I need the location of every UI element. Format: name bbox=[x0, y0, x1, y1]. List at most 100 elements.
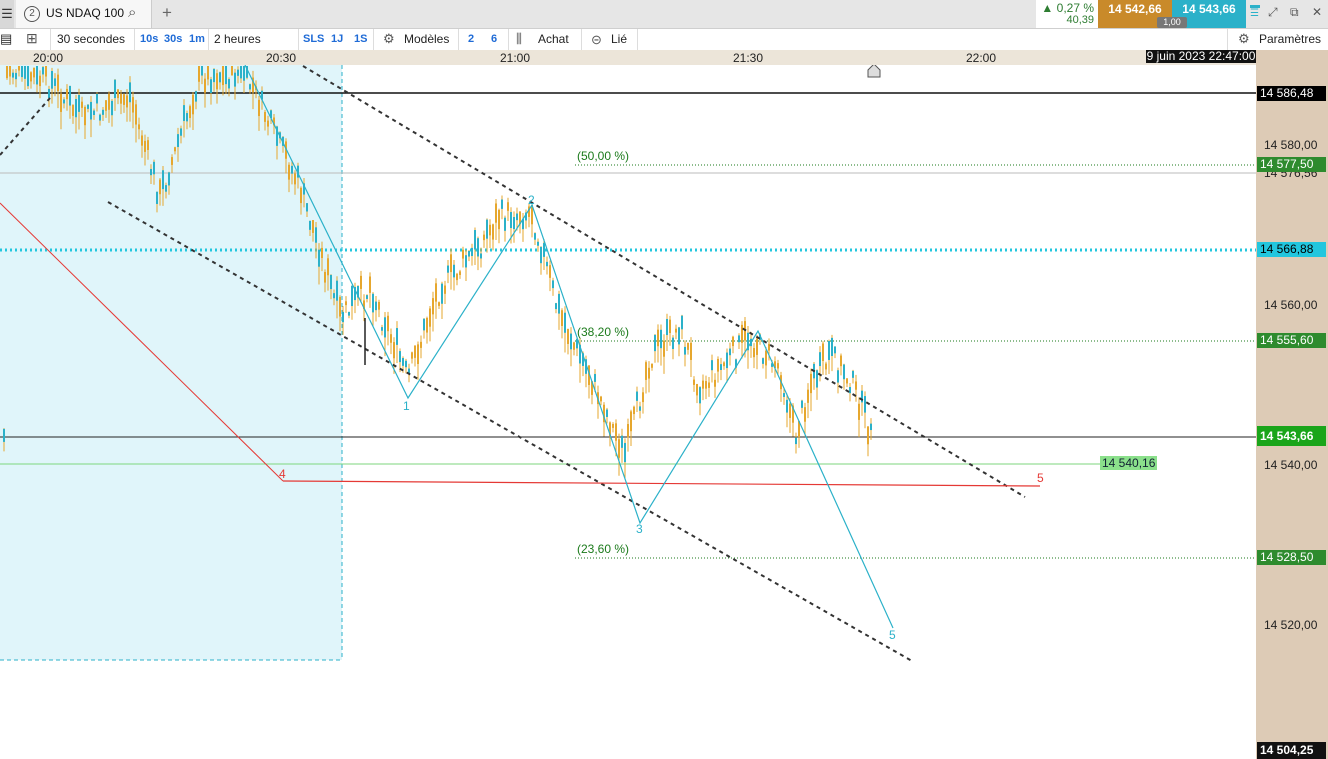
candle-body bbox=[825, 363, 827, 370]
candle-body bbox=[264, 112, 266, 122]
candle-body bbox=[276, 126, 278, 146]
price-chart[interactable] bbox=[0, 65, 1256, 759]
candle-body bbox=[528, 206, 530, 217]
candle-body bbox=[306, 203, 308, 212]
fib-382-label: (38,20 %) bbox=[577, 325, 630, 339]
candle-body bbox=[141, 135, 143, 146]
range-sls-button[interactable]: SLS bbox=[303, 33, 325, 45]
wave-label-1: 1 bbox=[403, 399, 410, 413]
candle-body bbox=[684, 346, 686, 355]
link-icon: ⊝ bbox=[591, 32, 602, 47]
compare-6-button[interactable]: 6 bbox=[491, 33, 498, 45]
candle-body bbox=[846, 378, 848, 384]
candle-body bbox=[351, 285, 353, 307]
home-marker-icon[interactable] bbox=[867, 65, 881, 78]
candle-body bbox=[243, 66, 245, 81]
add-tab-icon[interactable]: + bbox=[162, 3, 172, 22]
candle-body bbox=[93, 110, 95, 115]
candle-body bbox=[294, 173, 296, 185]
candle-body bbox=[615, 423, 617, 441]
tab-us-ndaq-100[interactable]: 2 US NDAQ 100 ⌕ bbox=[16, 0, 152, 28]
channel-lower-line[interactable] bbox=[107, 201, 913, 662]
wave-label-3: 3 bbox=[636, 522, 643, 536]
settings-button[interactable]: Paramètres bbox=[1259, 32, 1322, 46]
interval-select[interactable]: 30 secondes bbox=[57, 32, 126, 46]
range-select[interactable]: 2 heures bbox=[214, 32, 261, 46]
candle-body bbox=[633, 406, 635, 415]
candle-body bbox=[228, 79, 230, 89]
candle-body bbox=[156, 191, 158, 204]
layout-grid-icon[interactable]: ⊞ bbox=[26, 30, 38, 46]
expand-icon[interactable]: ⤢ bbox=[1268, 5, 1278, 19]
candle-body bbox=[654, 334, 656, 352]
models-button[interactable]: Modèles bbox=[404, 32, 450, 46]
up-arrow-icon: ▲ bbox=[1041, 1, 1054, 15]
buy-button[interactable]: Achat bbox=[538, 32, 569, 46]
elliott-wave-line[interactable] bbox=[244, 65, 894, 629]
candle-body bbox=[513, 217, 515, 230]
interval-10s-button[interactable]: 10s bbox=[140, 33, 159, 45]
candle-body bbox=[501, 199, 503, 209]
candle-body bbox=[777, 363, 779, 369]
candle-body bbox=[183, 105, 185, 121]
candle-body bbox=[870, 423, 872, 431]
sell-price-button[interactable]: 14 542,66 bbox=[1098, 0, 1172, 28]
red-wave-4-5-line[interactable] bbox=[282, 480, 1041, 487]
chart-toolbar: ▤ ⊞ 30 secondes 10s 30s 1m 2 heures SLS … bbox=[0, 29, 1328, 51]
price-label: 14 580,00 bbox=[1264, 138, 1318, 152]
channel-upper-line[interactable] bbox=[302, 65, 1026, 498]
candle-body bbox=[741, 324, 743, 343]
candle-body bbox=[3, 428, 5, 442]
candle-body bbox=[207, 66, 209, 80]
search-icon[interactable]: ⌕ bbox=[128, 4, 137, 21]
candle-body bbox=[237, 69, 239, 76]
wave-label-4: 4 bbox=[279, 467, 286, 481]
close-icon[interactable]: ✕ bbox=[1312, 5, 1323, 19]
panel-icon[interactable]: ▤ bbox=[0, 31, 13, 46]
tab-bar: ☰ 2 US NDAQ 100 ⌕ + ▲ 0,27 % 40,39 14 54… bbox=[0, 0, 1328, 29]
candle-body bbox=[57, 74, 59, 92]
candle-body bbox=[240, 66, 242, 79]
candle-body bbox=[399, 351, 401, 363]
candle-body bbox=[471, 247, 473, 257]
time-axis[interactable]: 20:00 20:30 21:00 21:30 22:00 bbox=[0, 50, 1256, 65]
compare-2-button[interactable]: 2 bbox=[468, 33, 475, 45]
candle-body bbox=[270, 110, 272, 119]
candle-body bbox=[432, 298, 434, 315]
cursor-date-label: 9 juin 2023 22:47:00 bbox=[1146, 49, 1256, 63]
candle-body bbox=[504, 217, 506, 231]
candle-body bbox=[696, 384, 698, 396]
interval-1m-button[interactable]: 1m bbox=[189, 33, 205, 45]
candle-body bbox=[477, 238, 479, 257]
candle-body bbox=[51, 71, 53, 89]
candle-body bbox=[225, 66, 227, 85]
interval-30s-button[interactable]: 30s bbox=[164, 33, 183, 45]
candle-body bbox=[21, 66, 23, 78]
candle-body bbox=[429, 308, 431, 327]
candle-body bbox=[576, 338, 578, 349]
candle-body bbox=[288, 164, 290, 180]
menu-icon[interactable]: ☰ bbox=[0, 0, 14, 28]
candle-body bbox=[609, 422, 611, 437]
candle-body bbox=[312, 220, 314, 233]
red-trend-line[interactable] bbox=[0, 202, 284, 482]
candle-body bbox=[798, 421, 800, 438]
popout-icon[interactable]: ⧉ bbox=[1290, 5, 1299, 19]
range-1j-button[interactable]: 1J bbox=[331, 33, 344, 45]
range-1s-button[interactable]: 1S bbox=[354, 33, 368, 45]
linked-button[interactable]: Lié bbox=[611, 32, 628, 46]
candle-body bbox=[258, 99, 260, 117]
candle-body bbox=[729, 348, 731, 356]
candle-body bbox=[849, 386, 851, 394]
candle-body bbox=[747, 332, 749, 351]
candle-body bbox=[819, 352, 821, 367]
candle-body bbox=[534, 233, 536, 240]
gear-icon[interactable]: ⚙ bbox=[1238, 31, 1250, 46]
candle-body bbox=[261, 90, 263, 100]
candle-body bbox=[705, 381, 707, 389]
window-controls: ▬ ☰ ⤢ ⧉ ✕ bbox=[1248, 0, 1328, 28]
candle-body bbox=[381, 327, 383, 331]
candle-body bbox=[594, 373, 596, 382]
layout-list-icon[interactable]: ▬ ☰ bbox=[1250, 0, 1260, 19]
candle-body bbox=[549, 265, 551, 278]
